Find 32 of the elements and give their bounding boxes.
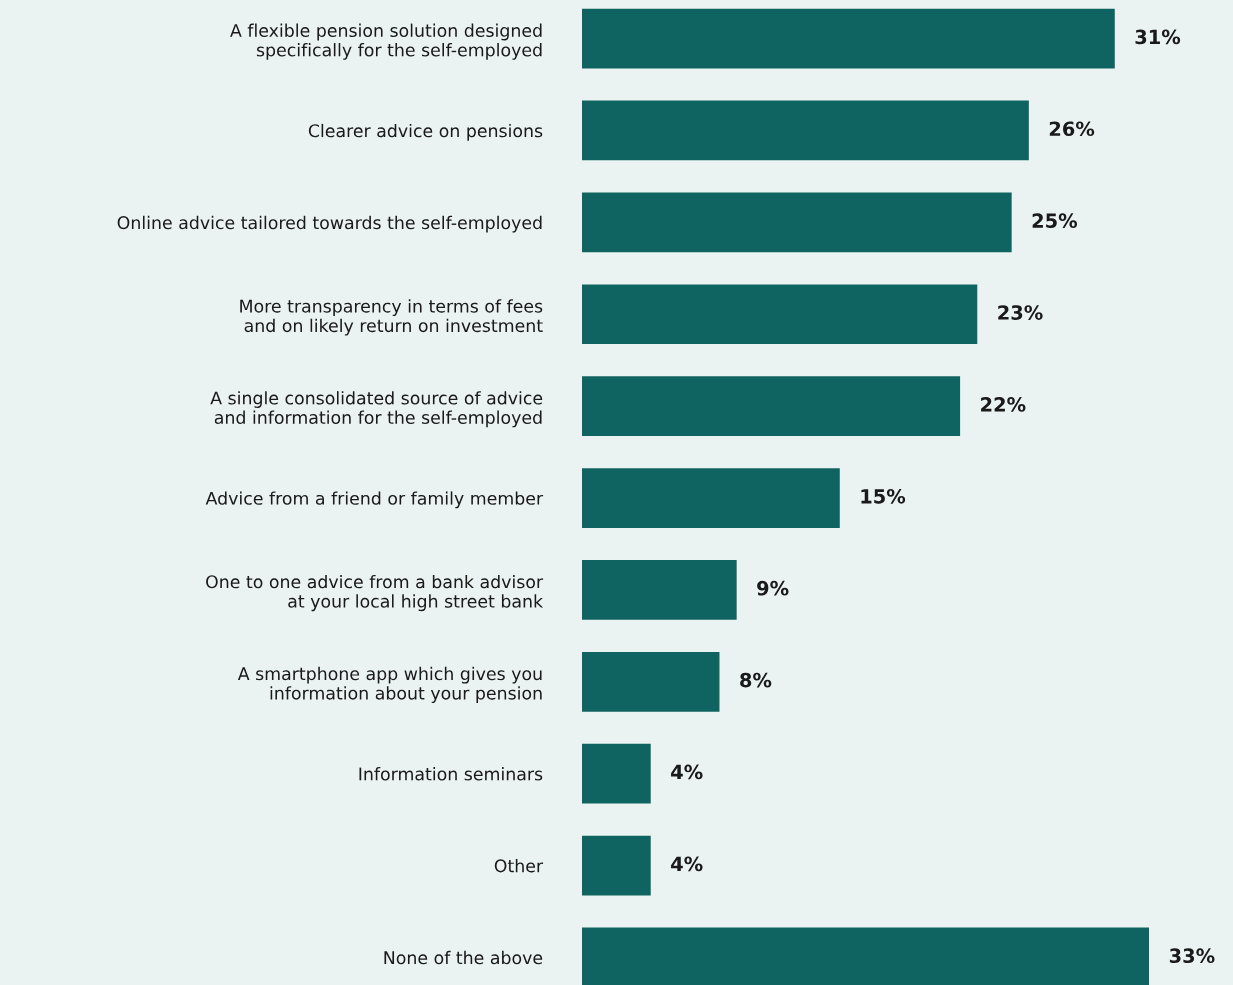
bar bbox=[581, 651, 720, 712]
bar bbox=[581, 192, 1012, 253]
data-label: 4% bbox=[671, 856, 703, 872]
bar bbox=[581, 743, 651, 804]
data-label: 33% bbox=[1169, 948, 1215, 964]
y-tick-label: A smartphone app which gives you information about your pension bbox=[237, 666, 542, 704]
y-tick-label: None of the above bbox=[384, 950, 543, 965]
y-tick-label: A single consolidated source of advice and information for the self-employed bbox=[210, 391, 543, 428]
bar bbox=[581, 376, 961, 436]
y-tick-label: Information seminars bbox=[359, 767, 543, 781]
y-tick-label: A flexible pension solution designed specifically for the self-employed bbox=[230, 23, 542, 60]
data-label: 15% bbox=[861, 488, 906, 504]
bar bbox=[581, 835, 651, 896]
y-tick-label: More transparency in terms of fees and on likely return on investment bbox=[240, 299, 543, 336]
data-label: 8% bbox=[740, 672, 772, 688]
data-label: 9% bbox=[757, 580, 789, 596]
y-tick-label: Other bbox=[494, 858, 544, 873]
y-tick-label: One to one advice from a bank advisor at your local high street bank bbox=[206, 574, 544, 612]
data-label: 4% bbox=[671, 764, 703, 780]
bar bbox=[581, 468, 840, 528]
bar bbox=[581, 284, 978, 345]
bar bbox=[581, 100, 1029, 161]
data-label: 25% bbox=[1032, 213, 1078, 228]
data-label: 26% bbox=[1049, 121, 1095, 137]
bar bbox=[581, 560, 737, 620]
data-label: 31% bbox=[1135, 29, 1181, 45]
data-label: 22% bbox=[981, 397, 1026, 412]
y-tick-label: Advice from a friend or family member bbox=[205, 491, 544, 509]
data-label: 23% bbox=[998, 305, 1043, 320]
y-tick-label: Online advice tailored towards the self-employed bbox=[117, 215, 542, 233]
bar bbox=[581, 8, 1115, 69]
y-tick-label: Clearer advice on pensions bbox=[308, 123, 543, 141]
